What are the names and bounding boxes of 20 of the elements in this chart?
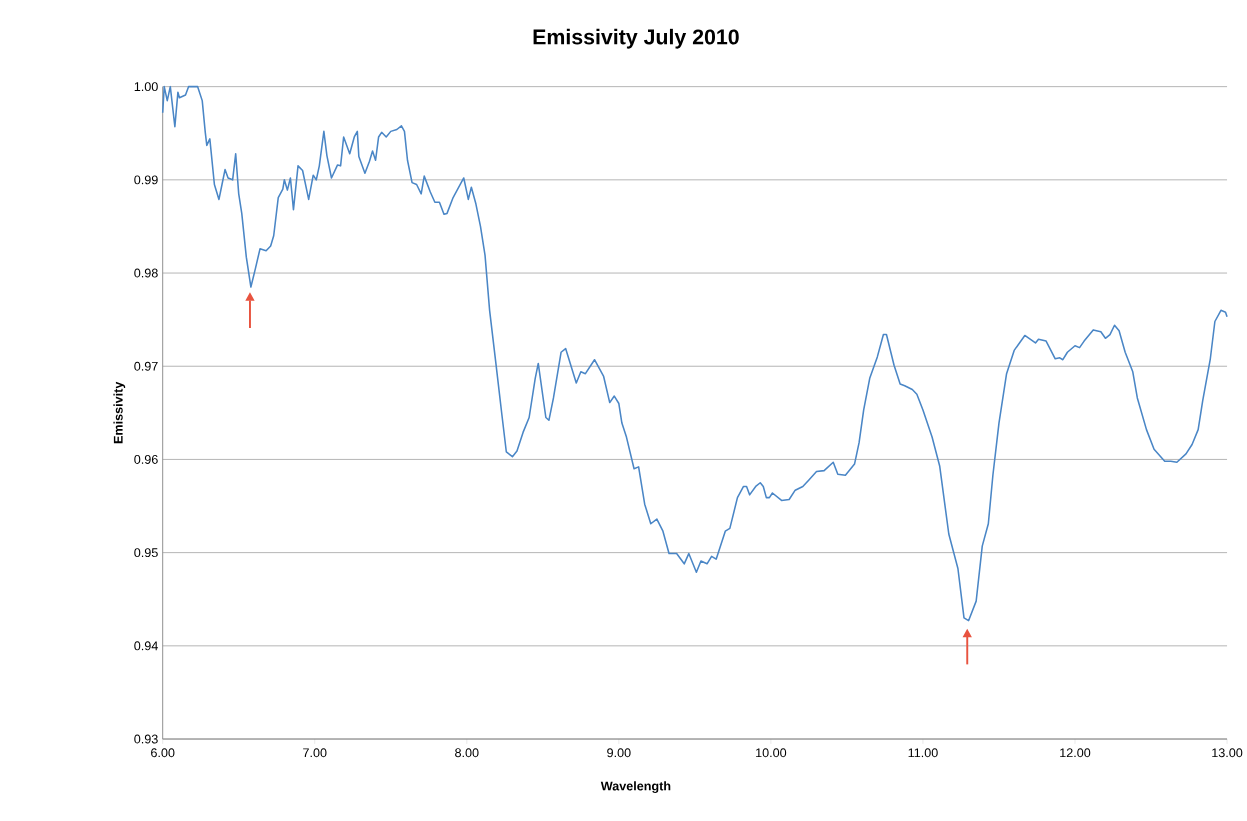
y-tick-label: 0.98 bbox=[134, 268, 158, 278]
chart-title: Emissivity July 2010 bbox=[533, 28, 739, 49]
x-tick-label: 13.00 bbox=[1212, 748, 1243, 758]
y-tick-label: 0.99 bbox=[134, 175, 158, 185]
x-tick-label: 11.00 bbox=[908, 748, 938, 758]
line-series bbox=[161, 85, 1228, 622]
x-tick-label: 9.00 bbox=[607, 748, 631, 758]
x-tick-label: 8.00 bbox=[455, 748, 479, 758]
y-tick-label: 0.93 bbox=[134, 734, 158, 744]
y-tick-label: 1.00 bbox=[134, 82, 158, 92]
x-tick-label: 7.00 bbox=[303, 748, 327, 758]
x-tick-label: 10.00 bbox=[756, 748, 787, 758]
x-tick-label: 6.00 bbox=[151, 748, 175, 758]
y-axis-title: Emissivity bbox=[113, 381, 126, 444]
y-tick-label: 0.94 bbox=[134, 641, 158, 651]
x-tick-label: 12.00 bbox=[1060, 748, 1091, 758]
y-tick-label: 0.96 bbox=[134, 454, 158, 464]
y-tick-label: 0.97 bbox=[134, 361, 158, 371]
y-tick-label: 0.95 bbox=[134, 548, 158, 558]
x-axis-title: Wavelength bbox=[600, 781, 671, 793]
